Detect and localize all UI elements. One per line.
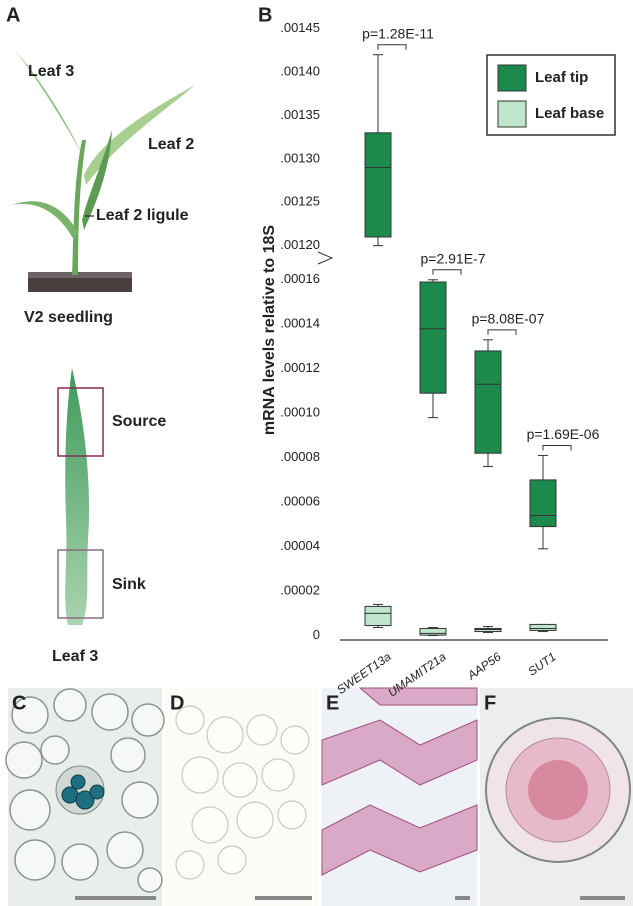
leaf-label: Leaf 3 [52,648,98,665]
panel-letter: B [258,4,272,26]
p-value: p=8.08E-07 [472,311,545,327]
box [529,623,557,631]
box [474,350,502,454]
source-box [57,387,104,457]
y-tick-label: .00010 [280,405,320,420]
micrograph-d [166,688,318,906]
y-tick-label: .00012 [280,360,320,375]
legend-swatch [497,100,527,128]
leaf-3-label: Leaf 3 [28,63,74,80]
chart: mRNA levels relative to 18S 0 .00002 .0000… [261,20,616,700]
p-value: p=1.69E-06 [527,426,600,442]
leaf-2-label: Leaf 2 [148,136,194,153]
stem [72,140,86,275]
y-tick-label: .00014 [280,316,320,331]
y-tick-label: .00125 [280,194,320,209]
panel-letter: C [12,692,26,714]
x-tick-label: AAP56 [464,649,504,683]
leaf-drawing: Source Sink Leaf 3 [52,368,166,665]
legend-label: Leaf base [535,105,604,122]
micrograph-e [321,687,478,906]
y-tick-label: .00002 [280,583,320,598]
legend-label: Leaf tip [535,69,588,86]
sink-label: Sink [112,576,146,593]
panel-bg [322,688,477,906]
legend-swatch [497,64,527,92]
p-value-bracket [487,329,517,335]
soil-top [28,272,132,278]
panel-letter: E [326,692,339,714]
micrograph-c [5,688,165,906]
y-tick-label: .00140 [280,64,320,79]
axis-break [317,251,334,265]
soil [28,276,132,292]
box [419,281,447,394]
panel-letter: D [170,692,184,714]
box [529,479,557,528]
p-value-bracket [377,44,407,50]
y-tick-label: .00120 [280,237,320,252]
p-value: p=2.91E-7 [421,250,486,266]
source-label: Source [112,413,166,430]
box [364,605,392,627]
leaf-1 [12,201,78,240]
p-value: p=1.28E-11 [362,25,434,41]
seedling-drawing: Leaf 3 Leaf 2 Leaf 2 ligule V2 seedling [12,50,195,326]
ligule-label: Leaf 2 ligule [96,207,189,224]
micrograph-f [480,688,633,906]
leaf [65,368,90,625]
p-value-bracket [432,269,462,275]
seedling-label: V2 seedling [24,309,113,326]
y-tick-label: .00016 [280,271,320,286]
y-tick-label: .00004 [280,538,320,553]
panel-letter: A [6,4,20,26]
y-tick-label: .00008 [280,449,320,464]
y-tick-label: .00145 [280,20,320,35]
y-tick-label: .00006 [280,494,320,509]
panel-letter: F [484,692,496,714]
box [364,132,392,238]
leaf-center [82,130,112,230]
sink-box [57,549,104,619]
y-tick-label: 0 [313,627,320,642]
y-axis-title: mRNA levels relative to 18S [261,225,278,436]
y-tick-label: .00130 [280,150,320,165]
x-tick-label: SUT1 [525,650,558,679]
y-tick-label: .00135 [280,107,320,122]
p-value-bracket [542,444,572,451]
box [419,627,447,636]
